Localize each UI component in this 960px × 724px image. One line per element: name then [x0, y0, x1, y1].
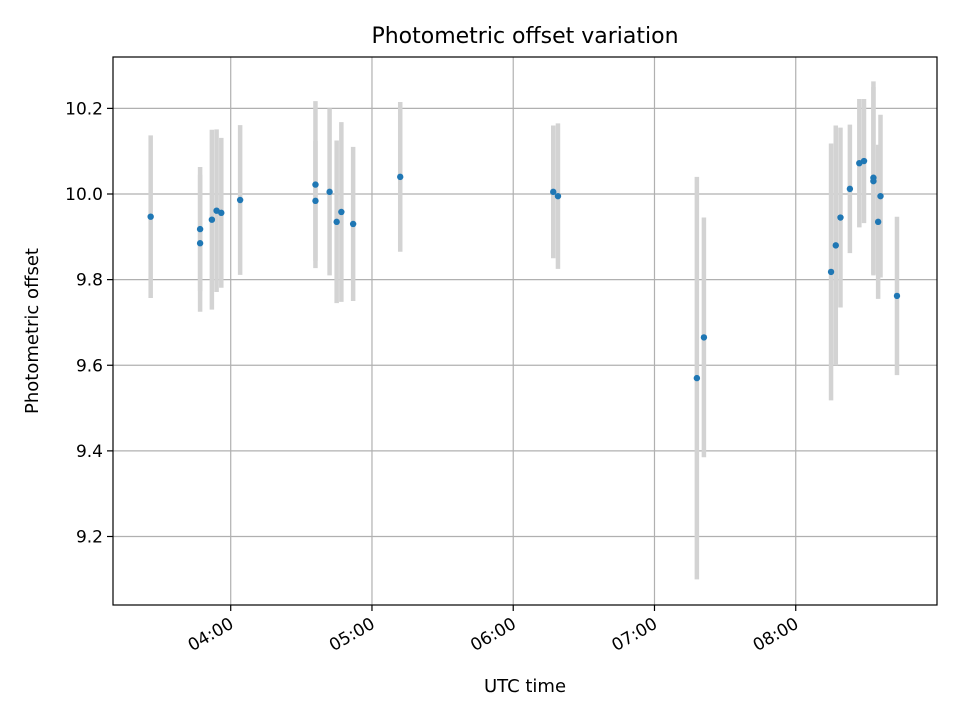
data-point	[208, 216, 216, 223]
data-point	[874, 218, 882, 226]
x-axis-ticks: 04:00 05:00 06:00 07:00 08:00	[185, 605, 802, 656]
y-tick-label: 9.6	[76, 356, 103, 376]
data-point	[349, 220, 357, 228]
data-point	[827, 268, 835, 276]
data-point	[554, 192, 562, 200]
x-tick-label: 05:00	[326, 614, 378, 656]
y-tick-label: 9.4	[76, 442, 103, 462]
data-point	[218, 209, 225, 217]
data-point	[877, 192, 884, 200]
y-tick-label: 10.0	[65, 185, 103, 205]
data-point	[832, 242, 839, 249]
data-point	[312, 197, 319, 205]
data-point	[333, 218, 340, 226]
data-point	[196, 240, 204, 247]
grid-lines	[113, 57, 937, 605]
data-point	[837, 214, 844, 221]
data-point	[700, 334, 708, 341]
chart-title: Photometric offset variation	[371, 24, 678, 49]
data-point	[147, 213, 154, 220]
data-point	[860, 157, 868, 165]
data-point	[893, 292, 901, 300]
y-axis-ticks: 9.2 9.4 9.6 9.8 10.0 10.2	[65, 99, 113, 548]
data-point	[326, 188, 333, 196]
data-point	[312, 181, 319, 188]
data-point	[338, 208, 345, 216]
data-point	[846, 185, 854, 193]
x-tick-label: 08:00	[750, 614, 802, 656]
error-bars	[148, 81, 900, 580]
x-axis-label: UTC time	[484, 676, 566, 697]
data-points	[147, 157, 901, 382]
data-point	[693, 374, 701, 382]
y-tick-label: 9.8	[76, 271, 103, 291]
x-tick-label: 04:00	[185, 614, 237, 656]
x-tick-label: 06:00	[467, 614, 519, 656]
x-tick-label: 07:00	[609, 614, 661, 656]
plot-frame	[112, 56, 938, 606]
y-tick-label: 9.2	[76, 528, 103, 548]
data-point	[397, 173, 404, 181]
y-tick-label: 10.2	[65, 99, 103, 119]
data-point	[870, 177, 877, 185]
data-point	[236, 196, 244, 204]
data-point	[550, 188, 557, 196]
data-point	[196, 225, 204, 233]
y-axis-label: Photometric offset	[22, 248, 43, 414]
